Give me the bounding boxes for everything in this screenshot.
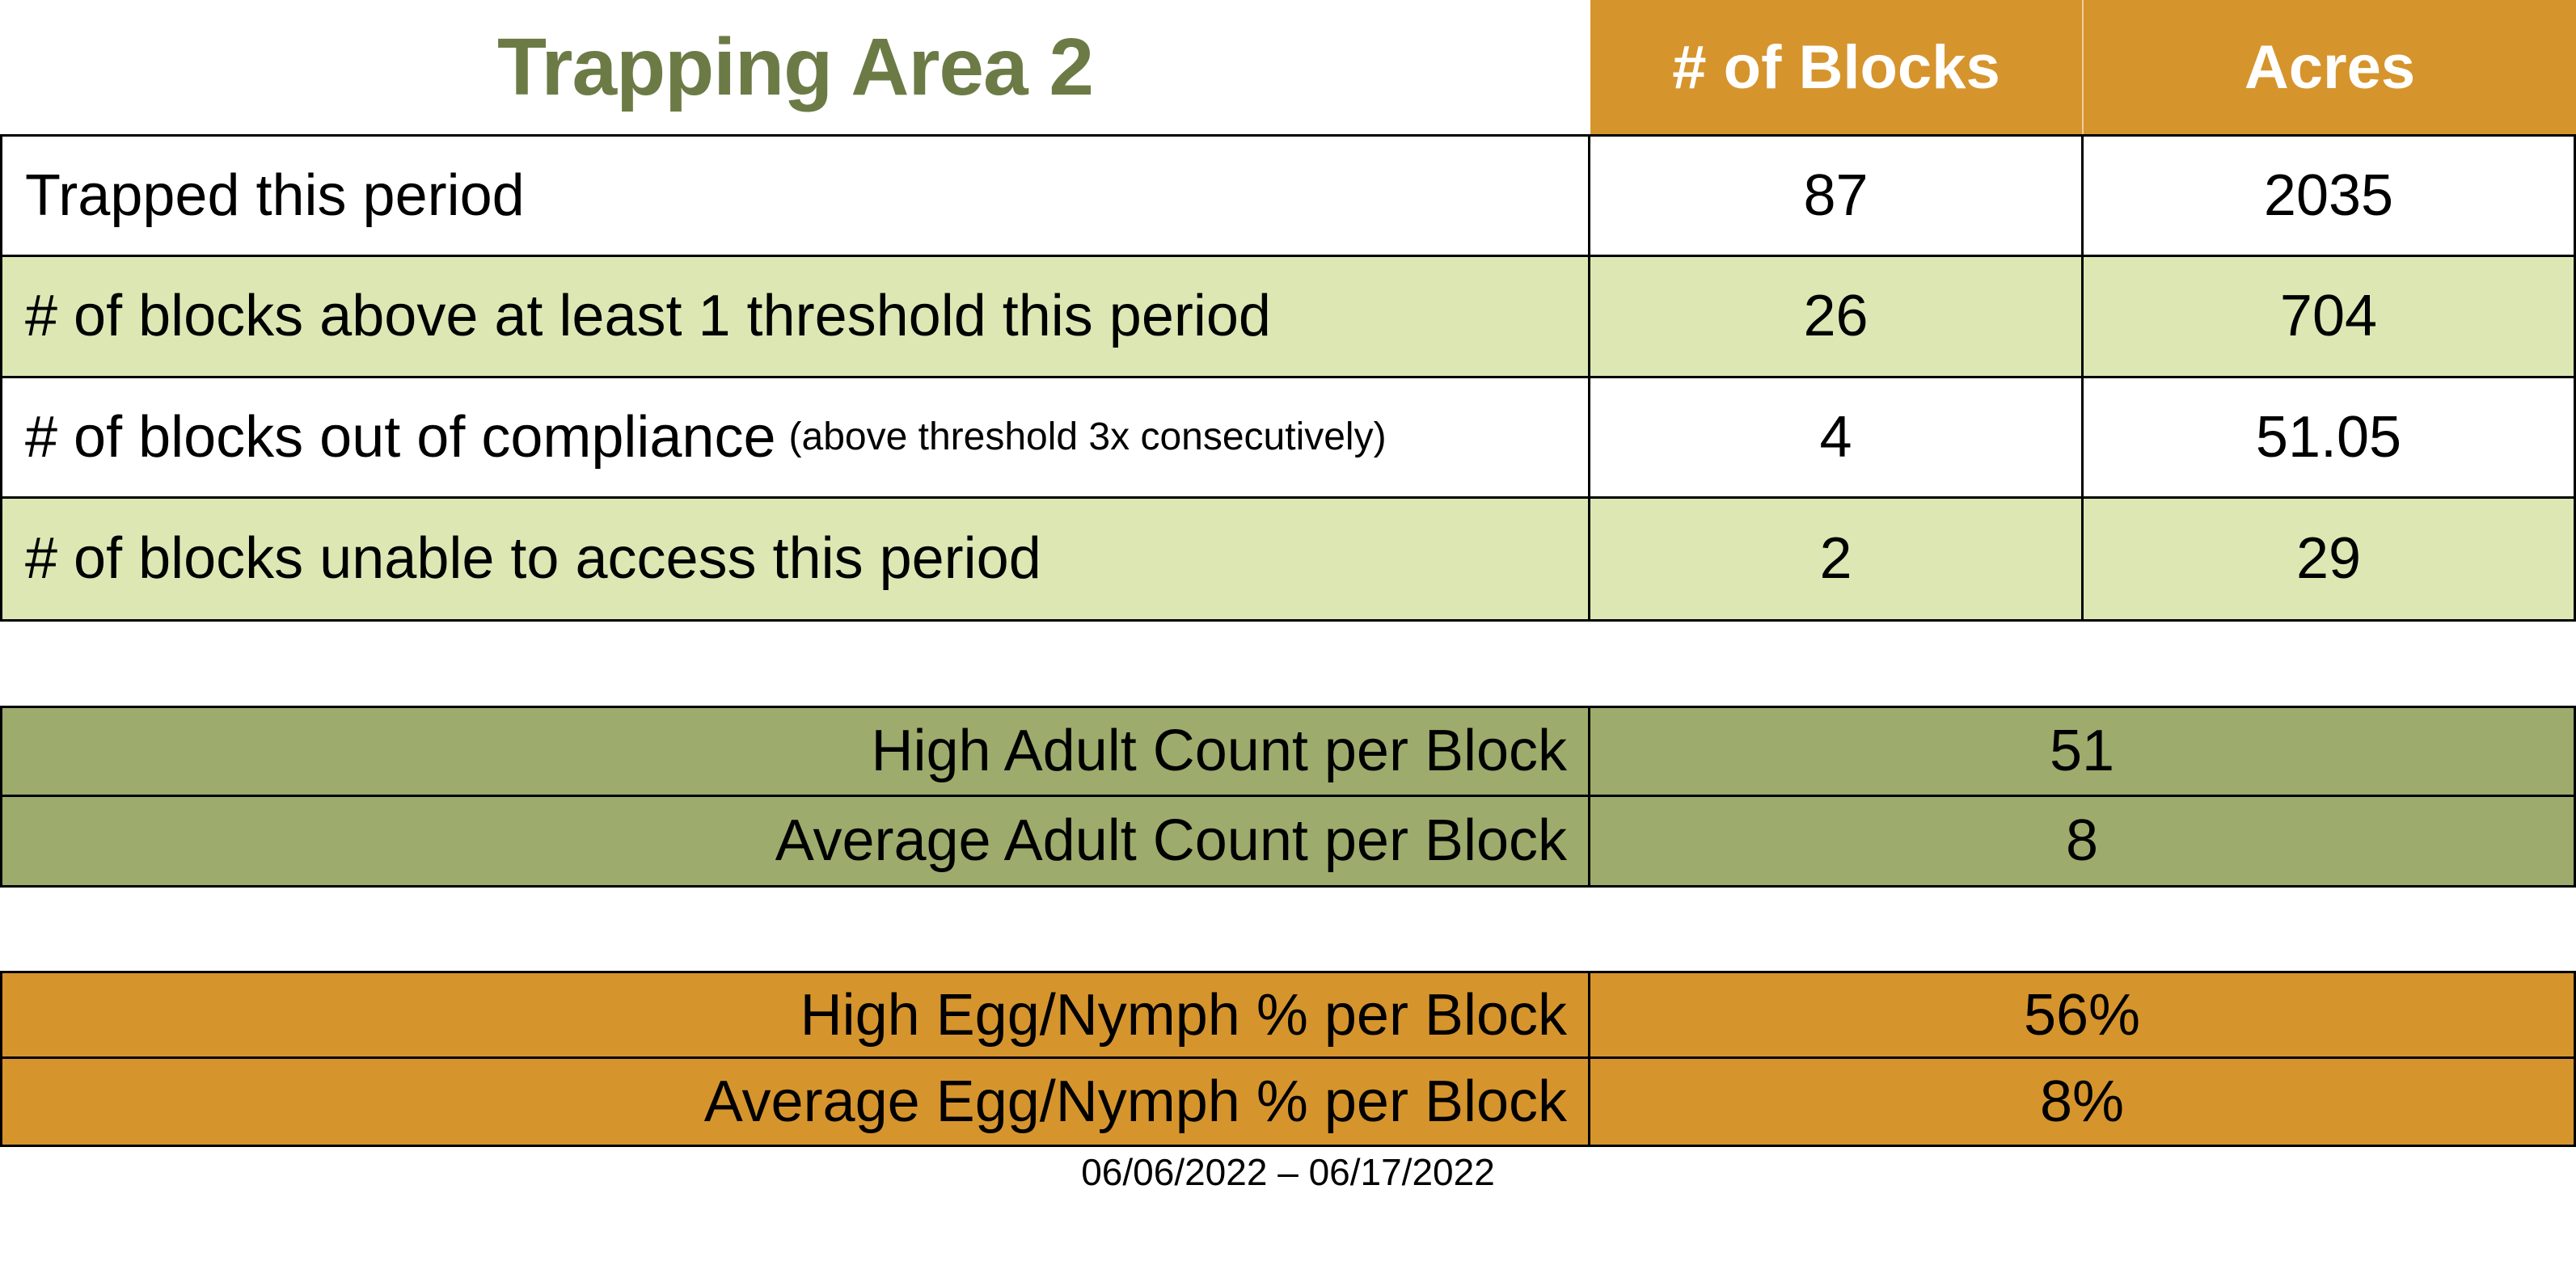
acres-value: 2035	[2084, 137, 2574, 258]
column-header-row: # of Blocks Acres	[1590, 0, 2576, 134]
row-label-note: (above threshold 3x consecutively)	[788, 415, 1387, 459]
acres-value: 51.05	[2084, 378, 2574, 499]
blocks-value: 4	[1590, 377, 2084, 499]
acres-value: 704	[2084, 257, 2574, 378]
table-row-label: # of blocks above at least 1 threshold t…	[2, 257, 1590, 378]
table-row-label: Trapped this period	[2, 137, 1590, 258]
blocks-value: 26	[1590, 257, 2084, 378]
column-header-blocks: # of Blocks	[1590, 0, 2084, 134]
blocks-value: 2	[1590, 498, 2084, 619]
egg-high-label: High Egg/Nymph % per Block	[2, 973, 1590, 1059]
page-title: Trapping Area 2	[496, 21, 1094, 112]
row-label-text: # of blocks above at least 1 threshold t…	[25, 284, 1271, 349]
adult-average-value: 8	[2065, 808, 2099, 874]
table-row-label: # of blocks out of compliance (above thr…	[2, 377, 1590, 499]
adult-count-table: High Adult Count per Block 51 Average Ad…	[0, 706, 2576, 888]
adult-average-label: Average Adult Count per Block	[2, 796, 1590, 885]
adult-high-label: High Adult Count per Block	[2, 708, 1590, 797]
table-row-label: # of blocks unable to access this period	[2, 498, 1590, 619]
row-label-text: # of blocks unable to access this period	[25, 526, 1041, 592]
trapping-summary-table: Trapped this period 87 2035 # of blocks …	[0, 134, 2576, 622]
egg-high-value: 56%	[1590, 973, 2574, 1059]
adult-high-value: 51	[1590, 708, 2574, 797]
blocks-value: 87	[1590, 137, 2084, 258]
egg-average-label: Average Egg/Nymph % per Block	[2, 1059, 1590, 1145]
column-header-acres: Acres	[2084, 0, 2576, 134]
row-label-text: # of blocks out of compliance	[25, 404, 776, 470]
acres-value: 29	[2084, 498, 2574, 619]
row-label-text: Trapped this period	[25, 163, 525, 229]
egg-nymph-table: High Egg/Nymph % per Block 56% Average E…	[0, 971, 2576, 1147]
date-range: 06/06/2022 – 06/17/2022	[1081, 1151, 1495, 1193]
egg-average-value: 8%	[2039, 1069, 2125, 1134]
